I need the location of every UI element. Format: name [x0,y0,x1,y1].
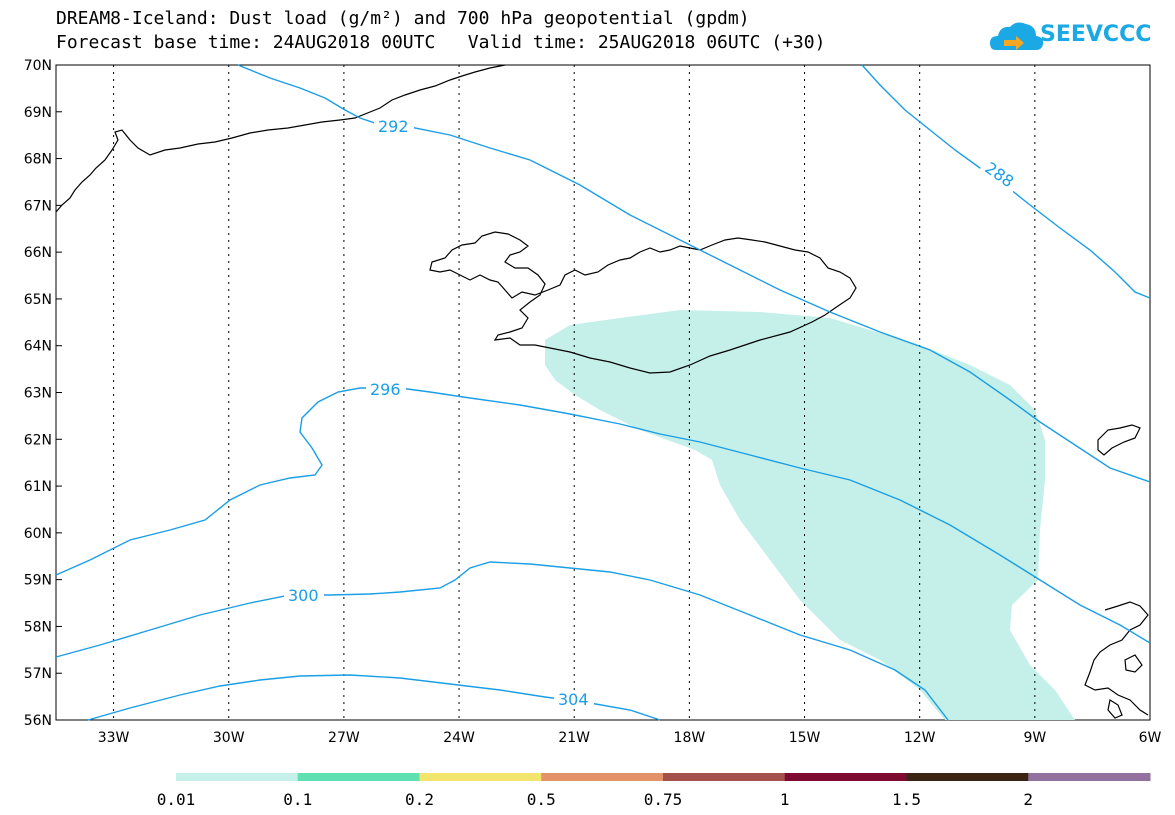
lon-label: 33W [98,730,130,746]
logo-text: SEEVCCC [1040,22,1152,47]
colorbar-label: 0.1 [283,790,312,809]
colorbar-label: 1.5 [892,790,921,809]
contour-296 [55,387,1151,644]
colorbar-swatch [663,773,786,781]
lat-label: 59N [24,573,52,589]
lon-label: 27W [328,730,360,746]
colorbar-label: 0.5 [527,790,556,809]
contour-292 [237,64,1151,483]
lat-label: 68N [24,152,52,168]
lon-label: 21W [558,730,590,746]
colorbar-label: 0.01 [157,790,196,809]
contour-label-304: 304 [558,690,589,709]
colorbar-swatch [1028,773,1151,781]
lat-label: 69N [24,105,52,121]
colorbar-swatch [906,773,1029,781]
colorbar-label: 0.2 [405,790,434,809]
colorbar-swatch [419,773,542,781]
longitude-labels: 33W 30W 27W 24W 21W 18W 15W 12W 9W 6W [98,730,1162,746]
lat-label: 65N [24,292,52,308]
lat-label: 61N [24,479,52,495]
contour-300 [55,561,949,721]
latitude-labels: 70N 69N 68N 67N 66N 65N 64N 63N 62N 61N 60N 59N 58N 5… [24,58,52,729]
lon-label: 15W [789,730,821,746]
lon-label: 30W [213,730,245,746]
forecast-time-line: Forecast base time: 24AUG2018 00UTC Vali… [56,32,826,53]
colorbar-swatch [541,773,664,781]
cloud-logo-icon [990,22,1044,50]
colorbar-label: 2 [1023,790,1033,809]
coastlines [55,64,1149,719]
colorbar-swatch [297,773,420,781]
colorbar-label: 0.75 [644,790,683,809]
contour-label-296: 296 [370,380,401,399]
dust-colorbar: 0.01 0.1 0.2 0.5 0.75 1 1.5 2 [157,773,1151,809]
dust-load-area [545,310,1075,720]
lat-label: 66N [24,245,52,261]
colorbar-label: 1 [780,790,790,809]
lon-label: 6W [1139,730,1162,746]
contour-label-292: 292 [378,117,409,136]
lat-label: 62N [24,432,52,448]
lat-label: 63N [24,386,52,402]
contour-label-group: 292 288 296 300 304 [284,117,1021,709]
lat-label: 57N [24,666,52,682]
lat-label: 70N [24,58,52,74]
lat-label: 67N [24,198,52,214]
colorbar-swatch [784,773,907,781]
lon-label: 12W [904,730,936,746]
contour-label-300: 300 [288,586,319,605]
lon-label: 9W [1023,730,1046,746]
lon-label: 24W [443,730,475,746]
lat-label: 60N [24,526,52,542]
lat-label: 64N [24,339,52,355]
colorbar-swatch [176,773,299,781]
lon-label: 18W [674,730,706,746]
map-title: DREAM8-Iceland: Dust load (g/m²) and 700… [56,8,750,29]
lat-label: 56N [24,713,52,729]
lat-label: 58N [24,619,52,635]
